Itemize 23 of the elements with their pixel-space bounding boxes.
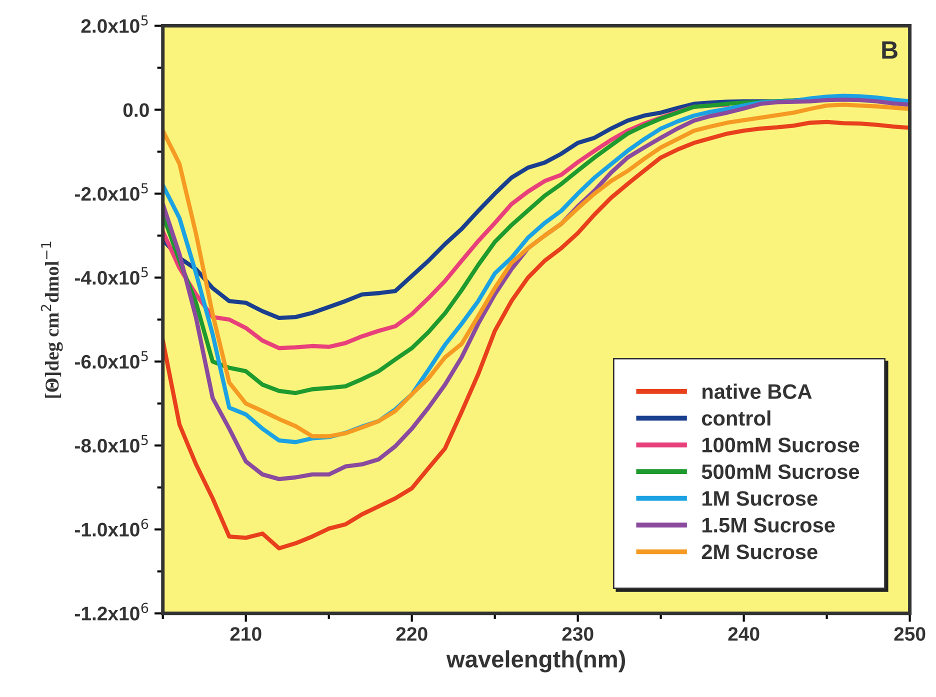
annotation: B — [882, 41, 898, 59]
y-tick-label: -8.0x10$^{5}$ — [74, 435, 148, 453]
y-tick-label: -1.0x10$^{6}$ — [74, 518, 148, 537]
x-tick-label: 210 — [230, 627, 262, 641]
legend-label: 2M Sucrose — [702, 544, 818, 560]
y-tick-label: 2.0x10$^{5}$ — [81, 15, 148, 33]
x-axis-title: wavelength(nm) — [446, 650, 626, 672]
legend-label: 500mM Sucrose — [702, 464, 860, 480]
legend-label: 1M Sucrose — [702, 491, 818, 506]
x-tick-label: 230 — [562, 627, 594, 641]
y-tick-label: -1.2x10$^{6}$ — [74, 602, 148, 620]
x-tick-label: 220 — [396, 627, 428, 641]
y-tick-label: -4.0x10$^{5}$ — [74, 267, 148, 285]
x-tick-label: 250 — [894, 627, 926, 641]
legend-label: 100mM Sucrose — [702, 438, 860, 452]
x-tick-label: 240 — [728, 627, 760, 641]
legend-label: 1.5M Sucrose — [702, 518, 835, 533]
y-tick-label: -6.0x10$^{5}$ — [74, 351, 148, 369]
legend-label: native BCA — [702, 384, 812, 399]
y-tick-label: 0.0 — [123, 103, 149, 117]
y-tick-label: -2.0x10$^{5}$ — [74, 183, 148, 201]
y-axis-title: [Θ]deg cm$^{2}$dmol$^{−1}$ — [40, 242, 63, 398]
legend-label: control — [702, 410, 770, 426]
